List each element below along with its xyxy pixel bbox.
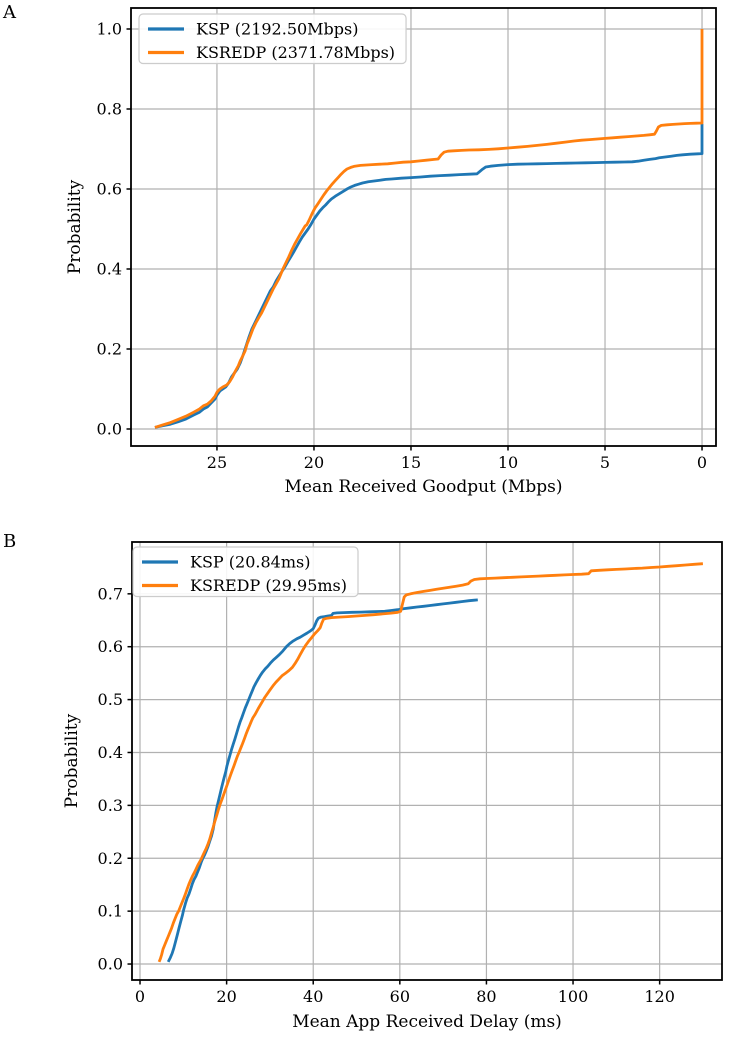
legend-box [138,13,407,65]
x-tick-label: 20 [216,987,236,1006]
y-tick-label: 0.4 [98,743,123,762]
y-tick-label: 0.6 [97,180,122,199]
y-tick-label: 1.0 [97,20,122,39]
y-tick-label: 0.4 [97,260,122,279]
goodput-cdf-chart: 25 20 15 10 5 0 0.0 0.2 0.4 0.6 0.8 1.0 Mean Receive… [65,7,717,497]
legend-box [132,546,359,598]
x-axis-label: Mean Received Goodput (Mbps) [285,477,563,497]
series-path-ksp [166,598,478,963]
y-tick-label: 0.8 [97,100,122,119]
y-tick-label: 0.7 [98,584,123,603]
legend-label: KSREDP (29.95ms) [190,576,347,595]
y-axis-label: Probability [62,713,82,808]
plot-border [130,7,717,447]
plot-border [131,541,723,981]
y-tick-label: 0.2 [98,849,123,868]
panel-b-letter: B [3,531,17,552]
x-tick-label: 15 [401,453,421,472]
y-tick-label: 0.3 [98,796,123,815]
panel-a-letter: A [3,2,16,23]
y-tick-label: 0.6 [98,637,123,656]
series-group [157,562,703,963]
legend-label: KSP (2192.50Mbps) [196,20,359,39]
x-tick-label: 25 [207,453,227,472]
x-tick-label: 100 [558,987,589,1006]
y-tick-label: 0.5 [98,690,123,709]
series-path-ksp [154,123,704,429]
legend: KSP (2192.50Mbps) KSREDP (2371.78Mbps) [138,13,407,65]
y-tick-label: 0.0 [97,420,122,439]
y-axis-label: Probability [65,179,85,274]
x-tick-label: 40 [303,987,323,1006]
series-path-ksredp [154,29,704,429]
x-tick-label: 80 [476,987,496,1006]
x-tick-label: 0 [135,987,145,1006]
series-group [154,29,704,429]
x-axis-label: Mean App Received Delay (ms) [292,1012,562,1032]
legend-label: KSREDP (2371.78Mbps) [196,43,395,62]
legend: KSP (20.84ms) KSREDP (29.95ms) [132,546,359,598]
legend-label: KSP (20.84ms) [190,553,310,572]
x-tick-label: 0 [697,453,707,472]
series-path-ksredp [157,562,703,963]
x-tick-label: 120 [644,987,675,1006]
x-tick-label: 5 [600,453,610,472]
y-tick-label: 0.0 [98,955,123,974]
x-tick-label: 10 [498,453,518,472]
y-tick-label: 0.1 [98,902,123,921]
y-tick-label: 0.2 [97,340,122,359]
x-tick-label: 20 [304,453,324,472]
delay-cdf-chart: 0 20 40 60 80 100 120 0.0 0.1 0.2 0.3 0.4 0.5 0.6 0.7 M… [62,541,723,1032]
x-tick-label: 60 [390,987,410,1006]
